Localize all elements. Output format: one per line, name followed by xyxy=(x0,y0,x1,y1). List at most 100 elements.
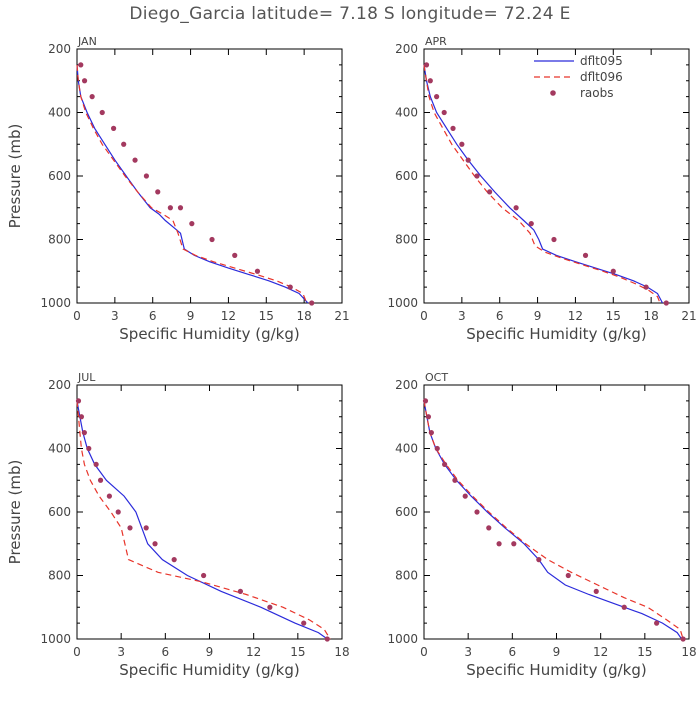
raobs-point xyxy=(81,430,87,436)
series-line-dflt095 xyxy=(76,400,328,640)
raobs-point xyxy=(551,236,557,243)
raobs-point xyxy=(663,300,669,306)
raobs-point xyxy=(127,525,133,531)
y-tick-label: 1000 xyxy=(387,296,418,310)
x-tick-label: 6 xyxy=(149,309,157,323)
x-tick-label: 18 xyxy=(644,309,659,323)
x-tick-label: 15 xyxy=(606,309,621,323)
raobs-point xyxy=(487,189,493,195)
raobs-point xyxy=(75,398,82,404)
panel-jan: 0 3 6 9 12 15 18 21 200 400 600 800 1000 JAN Specific … xyxy=(6,35,350,343)
x-tick-label: 0 xyxy=(73,309,81,323)
x-tick-label: 12 xyxy=(593,645,608,659)
raobs-point xyxy=(434,445,440,452)
raobs-point xyxy=(621,604,627,610)
raobs-point xyxy=(654,620,660,626)
panel-label: JAN xyxy=(77,35,97,48)
y-tick-label: 800 xyxy=(395,569,418,583)
raobs-point xyxy=(434,94,440,100)
raobs-point xyxy=(115,509,121,515)
raobs-point xyxy=(143,525,149,531)
y-tick-label: 400 xyxy=(48,106,71,120)
raobs-point xyxy=(528,221,534,227)
y-tick-label: 400 xyxy=(395,106,418,120)
series-line-dflt096 xyxy=(423,64,661,304)
legend-swatch-raobs xyxy=(550,90,556,96)
raobs-point xyxy=(452,477,458,483)
raobs-point xyxy=(99,109,105,116)
plot-frame xyxy=(76,48,343,304)
raobs-point xyxy=(474,509,480,515)
raobs-point xyxy=(254,268,261,274)
y-tick-label: 200 xyxy=(395,42,418,56)
y-tick-label: 1000 xyxy=(40,632,71,646)
raobs-point xyxy=(465,157,471,163)
raobs-point xyxy=(513,205,519,211)
y-tick-label: 200 xyxy=(395,378,418,392)
x-tick-label: 21 xyxy=(681,309,696,323)
x-axis-label: Specific Humidity (g/kg) xyxy=(466,325,646,343)
y-tick-label: 600 xyxy=(48,505,71,519)
legend-label: dflt096 xyxy=(580,70,623,84)
series-line-dflt096 xyxy=(76,64,308,304)
x-tick-label: 18 xyxy=(334,645,349,659)
raobs-point xyxy=(189,221,195,227)
x-tick-label: 15 xyxy=(637,645,652,659)
raobs-point xyxy=(177,205,184,211)
raobs-point xyxy=(132,157,138,163)
raobs-point xyxy=(442,461,448,467)
legend-label: dflt095 xyxy=(580,54,623,68)
y-axis-label: Pressure (mb) xyxy=(6,460,24,565)
raobs-point xyxy=(93,461,99,467)
raobs-point xyxy=(680,636,686,642)
raobs-point xyxy=(167,205,173,211)
series-line-dflt096 xyxy=(423,400,684,640)
series-line-dflt096 xyxy=(76,400,331,640)
x-axis-label: Specific Humidity (g/kg) xyxy=(466,661,646,679)
y-tick-label: 200 xyxy=(48,378,71,392)
panel-oct: 0 3 6 9 12 15 18 200 400 600 800 1000 OCT Specific Hu… xyxy=(387,371,696,679)
raobs-point xyxy=(89,94,95,100)
x-tick-label: 15 xyxy=(290,645,305,659)
legend: dflt095 dflt096 raobs xyxy=(534,54,623,100)
x-tick-label: 3 xyxy=(111,309,119,323)
x-tick-label: 3 xyxy=(464,645,472,659)
raobs-point xyxy=(309,300,315,306)
y-tick-label: 1000 xyxy=(387,632,418,646)
figure-title: Diego_Garcia latitude= 7.18 S longitude=… xyxy=(129,4,571,24)
y-tick-label: 200 xyxy=(48,42,71,56)
y-tick-label: 600 xyxy=(48,169,71,183)
raobs-point xyxy=(511,541,517,547)
y-axis-label: Pressure (mb) xyxy=(6,124,24,229)
y-tick-label: 800 xyxy=(48,569,71,583)
raobs-point xyxy=(441,109,447,116)
x-tick-label: 18 xyxy=(297,309,312,323)
panel-label: OCT xyxy=(425,371,448,384)
y-tick-label: 800 xyxy=(395,233,418,247)
raobs-point xyxy=(422,398,429,404)
x-tick-label: 12 xyxy=(568,309,583,323)
series-line-dflt095 xyxy=(76,64,309,304)
panel-label: APR xyxy=(425,35,447,48)
raobs-point xyxy=(209,236,215,243)
raobs-point xyxy=(81,78,88,84)
y-tick-label: 400 xyxy=(48,442,71,456)
x-tick-label: 0 xyxy=(73,645,81,659)
raobs-point xyxy=(565,572,571,579)
raobs-point xyxy=(324,636,330,642)
raobs-point xyxy=(106,493,112,499)
raobs-point xyxy=(152,541,158,547)
x-axis-label: Specific Humidity (g/kg) xyxy=(119,661,299,679)
x-tick-label: 9 xyxy=(534,309,542,323)
raobs-point xyxy=(237,588,244,594)
x-tick-label: 3 xyxy=(117,645,125,659)
x-tick-label: 6 xyxy=(496,309,504,323)
raobs-point xyxy=(78,414,85,420)
x-tick-label: 9 xyxy=(187,309,195,323)
raobs-point xyxy=(143,173,150,179)
raobs-point xyxy=(171,557,177,563)
x-tick-label: 18 xyxy=(681,645,696,659)
legend-label: raobs xyxy=(580,86,614,100)
raobs-point xyxy=(427,78,433,84)
